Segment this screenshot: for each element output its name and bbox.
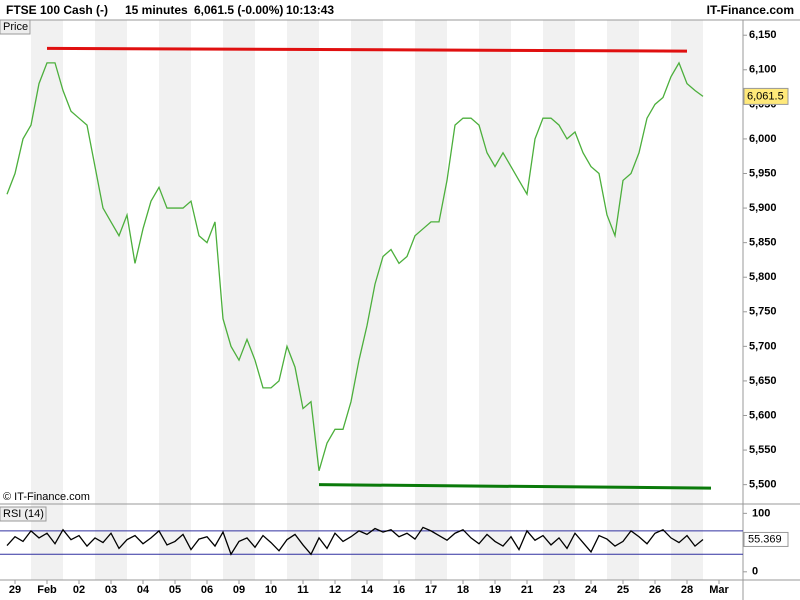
- x-tick-label: 29: [9, 584, 21, 596]
- x-tick-label: 02: [73, 584, 85, 596]
- x-tick-label: 21: [521, 584, 533, 596]
- x-tick-label: 24: [585, 584, 598, 596]
- day-stripe: [479, 20, 511, 580]
- day-stripe: [607, 20, 639, 580]
- y-tick-label: 5,600: [749, 409, 777, 421]
- quote: 6,061.5 (-0.00%): [194, 3, 283, 17]
- day-stripe: [31, 20, 63, 580]
- panel-title: Price: [3, 21, 28, 33]
- panel-tab: [0, 19, 31, 35]
- x-tick-label: 14: [361, 584, 374, 596]
- trendline: [318, 483, 712, 490]
- day-stripe: [415, 20, 447, 580]
- y-tick-label: 5,750: [749, 306, 777, 318]
- y-tick-label: 5,500: [749, 479, 777, 491]
- y-tick-label: 6,000: [749, 133, 777, 145]
- x-tick-label: Feb: [37, 584, 57, 596]
- x-tick-label: Mar: [709, 584, 729, 596]
- y-tick-label: 5,800: [749, 271, 777, 283]
- last-rsi-tag: [743, 531, 789, 547]
- y-tick-label: 5,900: [749, 202, 777, 214]
- panel-title: RSI (14): [3, 508, 44, 520]
- x-tick-label: 16: [393, 584, 405, 596]
- x-tick-label: 28: [681, 584, 693, 596]
- copyright: © IT-Finance.com: [3, 491, 90, 503]
- interval: 15 minutes: [125, 3, 188, 17]
- x-tick-label: 06: [201, 584, 213, 596]
- panel-tab: [0, 506, 47, 522]
- day-stripe: [671, 20, 703, 580]
- y-tick-label: 6,150: [749, 29, 777, 41]
- x-tick-label: 26: [649, 584, 661, 596]
- x-tick-label: 09: [233, 584, 245, 596]
- day-stripe: [351, 20, 383, 580]
- day-stripe: [159, 20, 191, 580]
- last-price-label: 6,061.5: [747, 90, 784, 102]
- x-tick-label: 04: [137, 584, 150, 596]
- x-tick-label: 19: [489, 584, 501, 596]
- instrument: FTSE 100 Cash (-): [6, 3, 108, 17]
- header-bar: [0, 0, 800, 20]
- day-stripe: [223, 20, 255, 580]
- y-tick-label: 5,650: [749, 375, 777, 387]
- y-tick-label: 5,950: [749, 167, 777, 179]
- last-price-tag: [743, 87, 789, 105]
- y-tick-label: 5,700: [749, 340, 777, 352]
- x-tick-label: 18: [457, 584, 469, 596]
- series-line: [6, 526, 704, 556]
- x-tick-label: 03: [105, 584, 117, 596]
- y-tick-label: 6,100: [749, 64, 777, 76]
- time: 10:13:43: [286, 3, 334, 17]
- y-tick-label: 100: [752, 507, 770, 519]
- day-stripe: [287, 20, 319, 580]
- x-tick-label: 12: [329, 584, 341, 596]
- y-tick-label: 0: [752, 566, 758, 578]
- x-tick-label: 10: [265, 584, 277, 596]
- x-tick-label: 17: [425, 584, 437, 596]
- x-tick-label: 11: [297, 584, 309, 596]
- brand: IT-Finance.com: [707, 3, 794, 17]
- last-rsi-label: 55.369: [748, 533, 782, 545]
- y-tick-label: 5,850: [749, 237, 777, 249]
- trendline: [46, 46, 688, 53]
- day-stripe: [95, 20, 127, 580]
- y-tick-label: 5,550: [749, 444, 777, 456]
- day-stripe: [543, 20, 575, 580]
- x-tick-label: 25: [617, 584, 629, 596]
- x-tick-label: 23: [553, 584, 565, 596]
- x-tick-label: 05: [169, 584, 181, 596]
- series-line: [6, 61, 704, 471]
